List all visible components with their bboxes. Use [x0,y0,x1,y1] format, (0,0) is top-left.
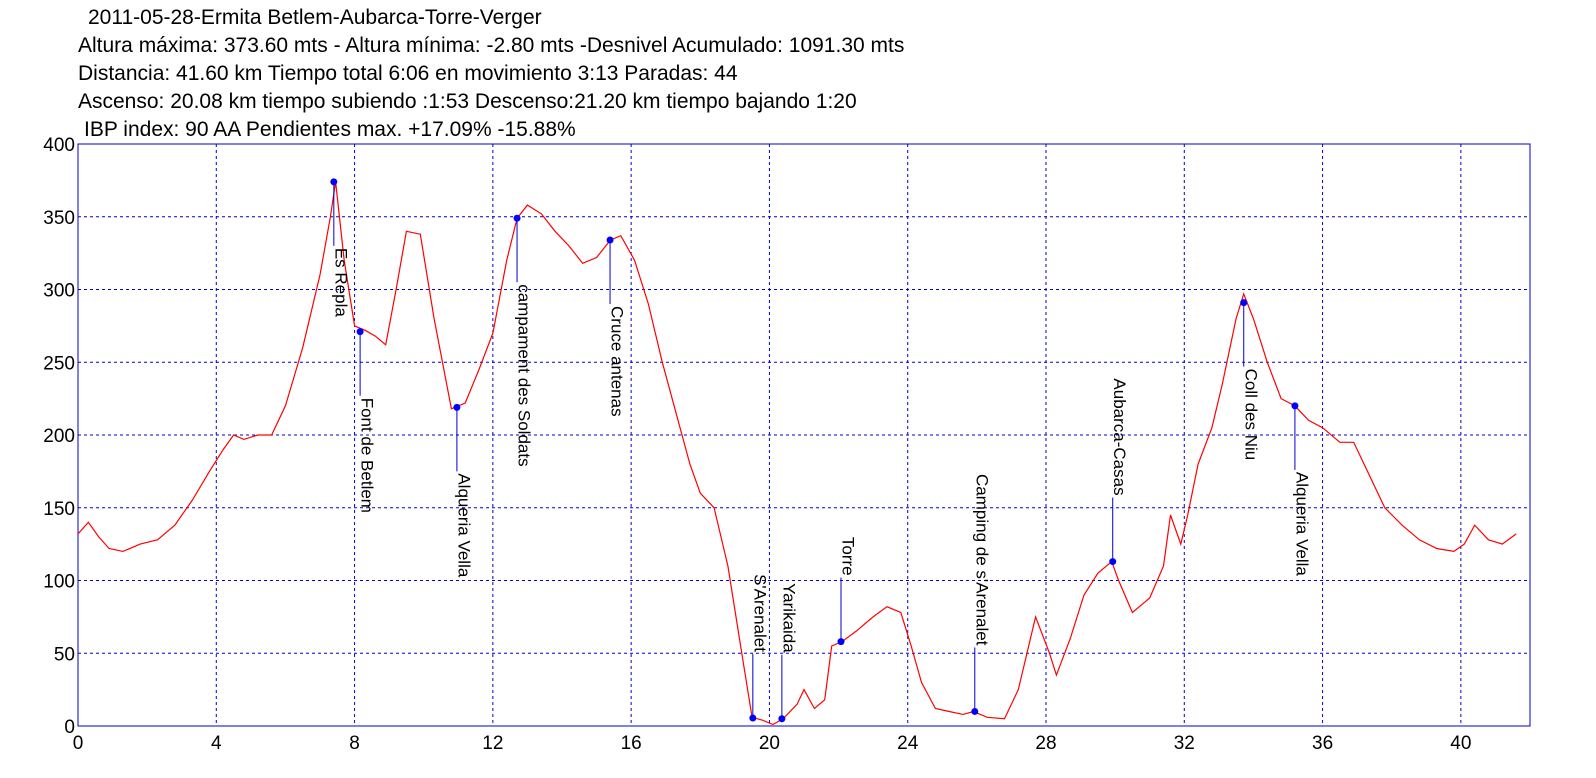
waypoint [778,715,786,723]
x-tick-label: 4 [211,733,222,754]
subtitle: Ascenso: 20.08 km tiempo subiendo :1:53 … [78,90,857,113]
waypoint-label: Font de Betlem [358,398,377,513]
waypoint [1291,402,1299,410]
y-tick-label: 200 [43,426,75,447]
y-tick-label: 100 [43,572,75,593]
chart-title: 2011-05-28-Ermita Betlem-Aubarca-Torre-V… [88,6,542,29]
waypoint [971,707,979,715]
x-tick-label: 0 [73,733,84,754]
x-tick-label: 24 [897,733,919,754]
waypoint-label: Torre [839,537,858,576]
waypoint [837,638,845,646]
y-tick-label: 0 [64,717,75,738]
waypoint [1109,558,1117,566]
x-tick-label: 28 [1035,733,1056,754]
waypoint-label: Alqueria Vella [1292,472,1311,577]
waypoint-label: campament des Soldats [515,284,534,466]
y-tick-label: 50 [54,644,75,665]
y-tick-label: 400 [43,135,75,156]
y-tick-label: 300 [43,281,75,302]
waypoint-label: Alqueria Vella [454,473,473,578]
waypoint-label: Aubarca-Casas [1110,378,1129,495]
x-tick-label: 8 [349,733,360,754]
plot-frame [77,143,1531,727]
waypoint [356,328,364,336]
waypoint [330,178,338,186]
waypoint [453,403,461,411]
y-tick-label: 250 [43,353,75,374]
subtitle: Altura máxima: 373.60 mts - Altura mínim… [78,34,904,57]
waypoint-label: Coll des Niu [1241,369,1260,461]
x-tick-label: 32 [1174,733,1195,754]
waypoint-label: Camping de s'Arenalet [972,474,991,646]
x-tick-label: 40 [1450,733,1471,754]
waypoint [606,236,614,244]
waypoint-label: Es Repla [331,248,350,318]
subtitle: IBP index: 90 AA Pendientes max. +17.09%… [84,118,576,141]
waypoint-label: Cruce antenas [608,306,627,417]
x-tick-label: 36 [1312,733,1333,754]
waypoint [513,214,521,222]
x-tick-label: 12 [482,733,503,754]
x-tick-label: 20 [759,733,780,754]
waypoint-label: S'Arenalet [750,574,769,652]
waypoint [749,714,757,722]
subtitle: Distancia: 41.60 km Tiempo total 6:06 en… [78,62,738,85]
y-tick-label: 150 [43,499,75,520]
y-tick-label: 350 [43,208,75,229]
x-tick-label: 16 [621,733,642,754]
waypoint [1240,299,1248,307]
waypoint-label: Yarikaida [779,583,798,653]
